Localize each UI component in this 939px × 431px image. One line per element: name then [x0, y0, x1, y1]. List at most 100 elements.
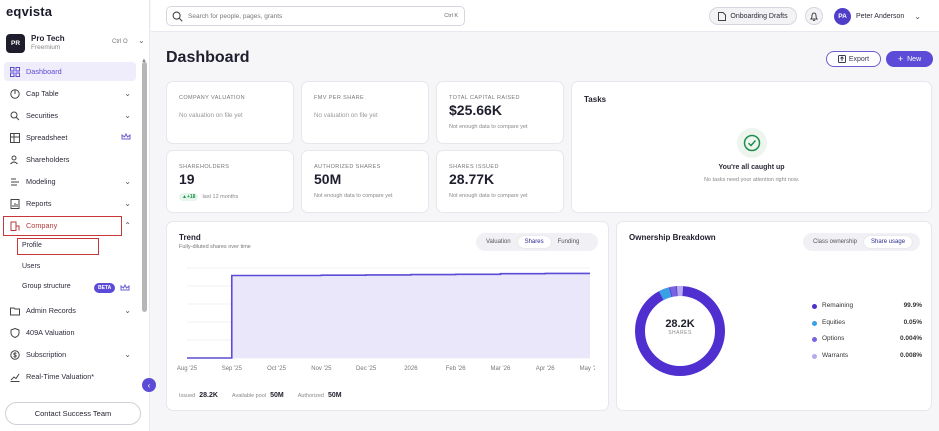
sidebar-item-shareholders[interactable]: Shareholders	[4, 150, 136, 169]
sidebar-item-label: Company	[26, 221, 58, 230]
sidebar-item-label: Spreadsheet	[26, 133, 68, 142]
sidebar-item-label: Shareholders	[26, 155, 70, 164]
sidebar-item-company[interactable]: Company ⌃	[4, 216, 136, 235]
stat-value: 28.77K	[449, 171, 495, 187]
legend-item: Remaining 99.9%	[812, 302, 922, 312]
new-label: New	[907, 55, 922, 63]
people-icon	[9, 154, 20, 165]
shareholders-card: SHAREHOLDERS 19 ▲+18 last 12 months	[166, 150, 294, 213]
sidebar-item-securities[interactable]: Securities ⌄	[4, 106, 136, 125]
spreadsheet-icon	[9, 132, 20, 143]
crown-icon	[121, 132, 131, 140]
org-switcher[interactable]: PR Pro Tech Freemium Ctrl O ⌄	[6, 32, 145, 54]
delta-period: last 12 months	[202, 194, 239, 200]
tab-shares[interactable]: Shares	[517, 236, 551, 248]
ownership-tabs: Class ownership Share usage	[803, 233, 920, 251]
x-tick-label: Apr '26	[536, 366, 555, 372]
sidebar-item-label: Cap Table	[26, 89, 59, 98]
notifications-button[interactable]	[805, 7, 823, 25]
stat-label: SHARES ISSUED	[449, 164, 499, 170]
grid-icon	[9, 66, 20, 77]
company-valuation-card: COMPANY VALUATION No valuation on file y…	[166, 81, 294, 144]
sidebar-item-label: Modeling	[26, 177, 56, 186]
legend-value: 0.05%	[903, 318, 922, 326]
trend-footer: Issued 28.2K Available pool 50M Authorized…	[179, 392, 356, 399]
x-tick-label: 2026	[404, 366, 418, 372]
org-plan: Freemium	[31, 43, 61, 51]
export-button[interactable]: Export	[826, 51, 881, 67]
sidebar-scrollbar[interactable]	[142, 62, 147, 312]
sidebar-item-dashboard[interactable]: Dashboard	[4, 62, 136, 81]
onboarding-drafts-button[interactable]: Onboarding Drafts	[709, 7, 797, 25]
org-name: Pro Tech	[31, 33, 65, 43]
stat-label: COMPANY VALUATION	[179, 95, 245, 101]
sidebar-item-modeling[interactable]: Modeling ⌄	[4, 172, 136, 191]
x-tick-label: Nov '25	[311, 366, 332, 372]
issued-value: 28.2K	[199, 392, 218, 399]
sidebar-item-label: Real-Time Valuation*	[26, 372, 95, 381]
chevron-down-icon: ⌄	[124, 89, 131, 98]
stat-label: TOTAL CAPITAL RAISED	[449, 95, 520, 101]
fmv-card: FMV PER SHARE No valuation on file yet	[301, 81, 429, 144]
stat-label: SHAREHOLDERS	[179, 164, 230, 170]
stat-value: 50M	[314, 171, 342, 187]
chevron-down-icon: ⌄	[138, 36, 145, 45]
sidebar-item-409a-valuation[interactable]: 409A Valuation	[4, 323, 136, 342]
user-name: Peter Anderson	[856, 12, 905, 20]
stat-sub: Not enough data to compare yet	[314, 193, 393, 199]
legend-dot	[812, 353, 817, 359]
authorized-value: 50M	[327, 392, 342, 399]
search-bar[interactable]: Ctrl K	[166, 6, 465, 26]
stat-sub: Not enough data to compare yet	[449, 193, 528, 199]
tab-valuation[interactable]: Valuation	[486, 239, 511, 245]
user-menu[interactable]: PA Peter Anderson ⌄	[834, 6, 921, 26]
pool-value: 50M	[270, 392, 284, 399]
donut-center-value: 28.2K	[665, 318, 695, 330]
x-tick-label: Sep '25	[222, 366, 243, 372]
stat-sub: No valuation on file yet	[179, 112, 243, 119]
chevron-down-icon: ⌄	[124, 177, 131, 186]
chevron-down-icon: ⌄	[914, 11, 921, 21]
sidebar-subitem-profile[interactable]: Profile	[22, 242, 42, 249]
document-icon	[718, 11, 727, 21]
org-avatar: PR	[6, 33, 25, 53]
tab-class-ownership[interactable]: Class ownership	[813, 239, 858, 245]
export-label: Export	[848, 55, 870, 63]
ownership-title: Ownership Breakdown	[629, 233, 716, 242]
app-logo[interactable]: eqvista	[6, 4, 53, 19]
stat-label: AUTHORIZED SHARES	[314, 164, 381, 170]
sidebar-item-spreadsheet[interactable]: Spreadsheet	[4, 128, 136, 147]
stat-label: FMV PER SHARE	[314, 95, 365, 101]
search-input[interactable]	[188, 12, 428, 20]
sidebar: eqvista PR Pro Tech Freemium Ctrl O ⌄ ▲ …	[0, 0, 156, 431]
org-shortcut: Ctrl O	[112, 39, 128, 45]
sidebar-subitem-group-structure[interactable]: Group structure BETA	[0, 279, 140, 295]
sidebar-item-label: Subscription	[26, 350, 67, 359]
sidebar-item-cap-table[interactable]: Cap Table ⌄	[4, 84, 136, 103]
sidebar-item-label: Securities	[26, 111, 59, 120]
contact-success-team-button[interactable]: Contact Success Team	[5, 402, 141, 425]
authorized-shares-card: AUTHORIZED SHARES 50M Not enough data to…	[301, 150, 429, 213]
search-shortcut: Ctrl K	[444, 13, 458, 19]
tab-share-usage[interactable]: Share usage	[864, 236, 913, 248]
sidebar-subitem-users[interactable]: Users	[22, 263, 41, 270]
user-avatar: PA	[834, 7, 851, 25]
collapse-sidebar-button[interactable]: ‹	[142, 378, 156, 392]
chevron-down-icon: ⌄	[124, 350, 131, 359]
securities-icon	[9, 110, 20, 121]
delta-badge: ▲+18	[179, 193, 199, 201]
donut-slice-equities	[658, 287, 672, 301]
legend-dot	[812, 337, 817, 342]
legend-dot	[812, 304, 817, 309]
topbar: Ctrl K Onboarding Drafts PA Peter Anders…	[151, 0, 939, 32]
sidebar-item-admin-records[interactable]: Admin Records ⌄	[4, 301, 136, 320]
tab-funding[interactable]: Funding	[557, 239, 580, 245]
sidebar-item-subscription[interactable]: Subscription ⌄	[4, 345, 136, 364]
donut-slice-options	[669, 286, 678, 297]
pie-icon	[9, 88, 20, 99]
new-button[interactable]: + New	[886, 51, 933, 67]
sidebar-item-real-time-valuation[interactable]: Real-Time Valuation*	[4, 367, 136, 386]
scroll-up-icon[interactable]: ▲	[141, 58, 147, 64]
sidebar-item-reports[interactable]: Reports ⌄	[4, 194, 136, 213]
export-icon	[837, 55, 846, 63]
